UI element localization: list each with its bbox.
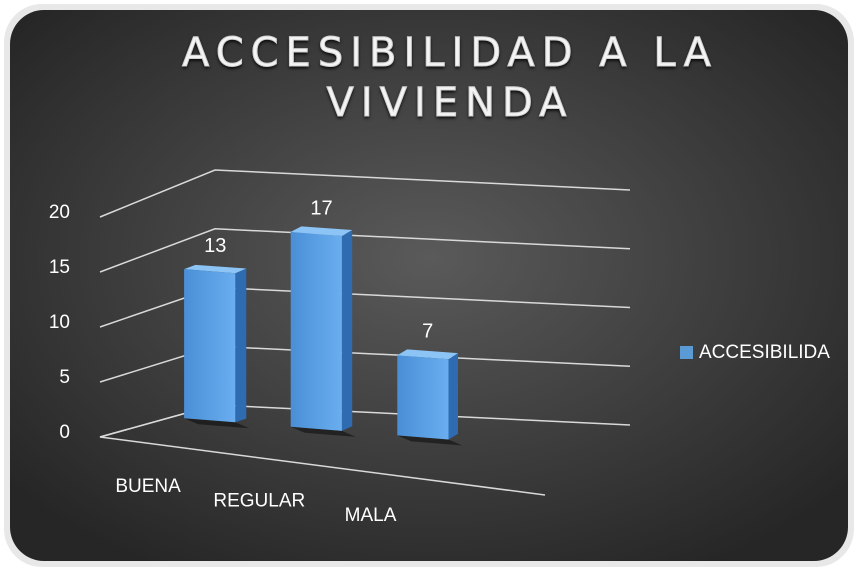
grid-line <box>99 228 631 273</box>
legend-label: ACCESIBILIDA <box>699 342 830 363</box>
chart-title: ACCESIBILIDAD A LA VIVIENDA <box>182 30 718 127</box>
bar <box>397 355 449 440</box>
bar-side <box>341 230 353 431</box>
y-tick-label: 0 <box>59 422 70 443</box>
bar <box>290 231 342 431</box>
bar-shadow <box>184 418 250 429</box>
data-label: 7 <box>422 321 433 343</box>
y-tick-label: 15 <box>49 257 70 278</box>
bar-top <box>397 349 458 360</box>
legend-swatch <box>680 346 693 359</box>
bar <box>184 269 236 423</box>
bar-top <box>290 226 353 236</box>
bar-side <box>448 353 458 440</box>
x-tick-label: MALA <box>345 505 397 526</box>
bar-side <box>235 268 247 423</box>
x-tick-label: BUENA <box>115 476 181 497</box>
x-tick-label: REGULAR <box>213 491 305 512</box>
bar-shadow <box>290 426 356 437</box>
y-tick-label: 10 <box>49 312 70 333</box>
data-label: 17 <box>310 197 332 219</box>
chart-background <box>10 10 848 561</box>
grid-line <box>99 169 631 218</box>
bar-shadow <box>397 435 463 446</box>
bar-top <box>184 264 247 274</box>
y-tick-label: 20 <box>49 202 70 223</box>
y-tick-label: 5 <box>59 367 70 388</box>
data-label: 13 <box>204 235 226 257</box>
